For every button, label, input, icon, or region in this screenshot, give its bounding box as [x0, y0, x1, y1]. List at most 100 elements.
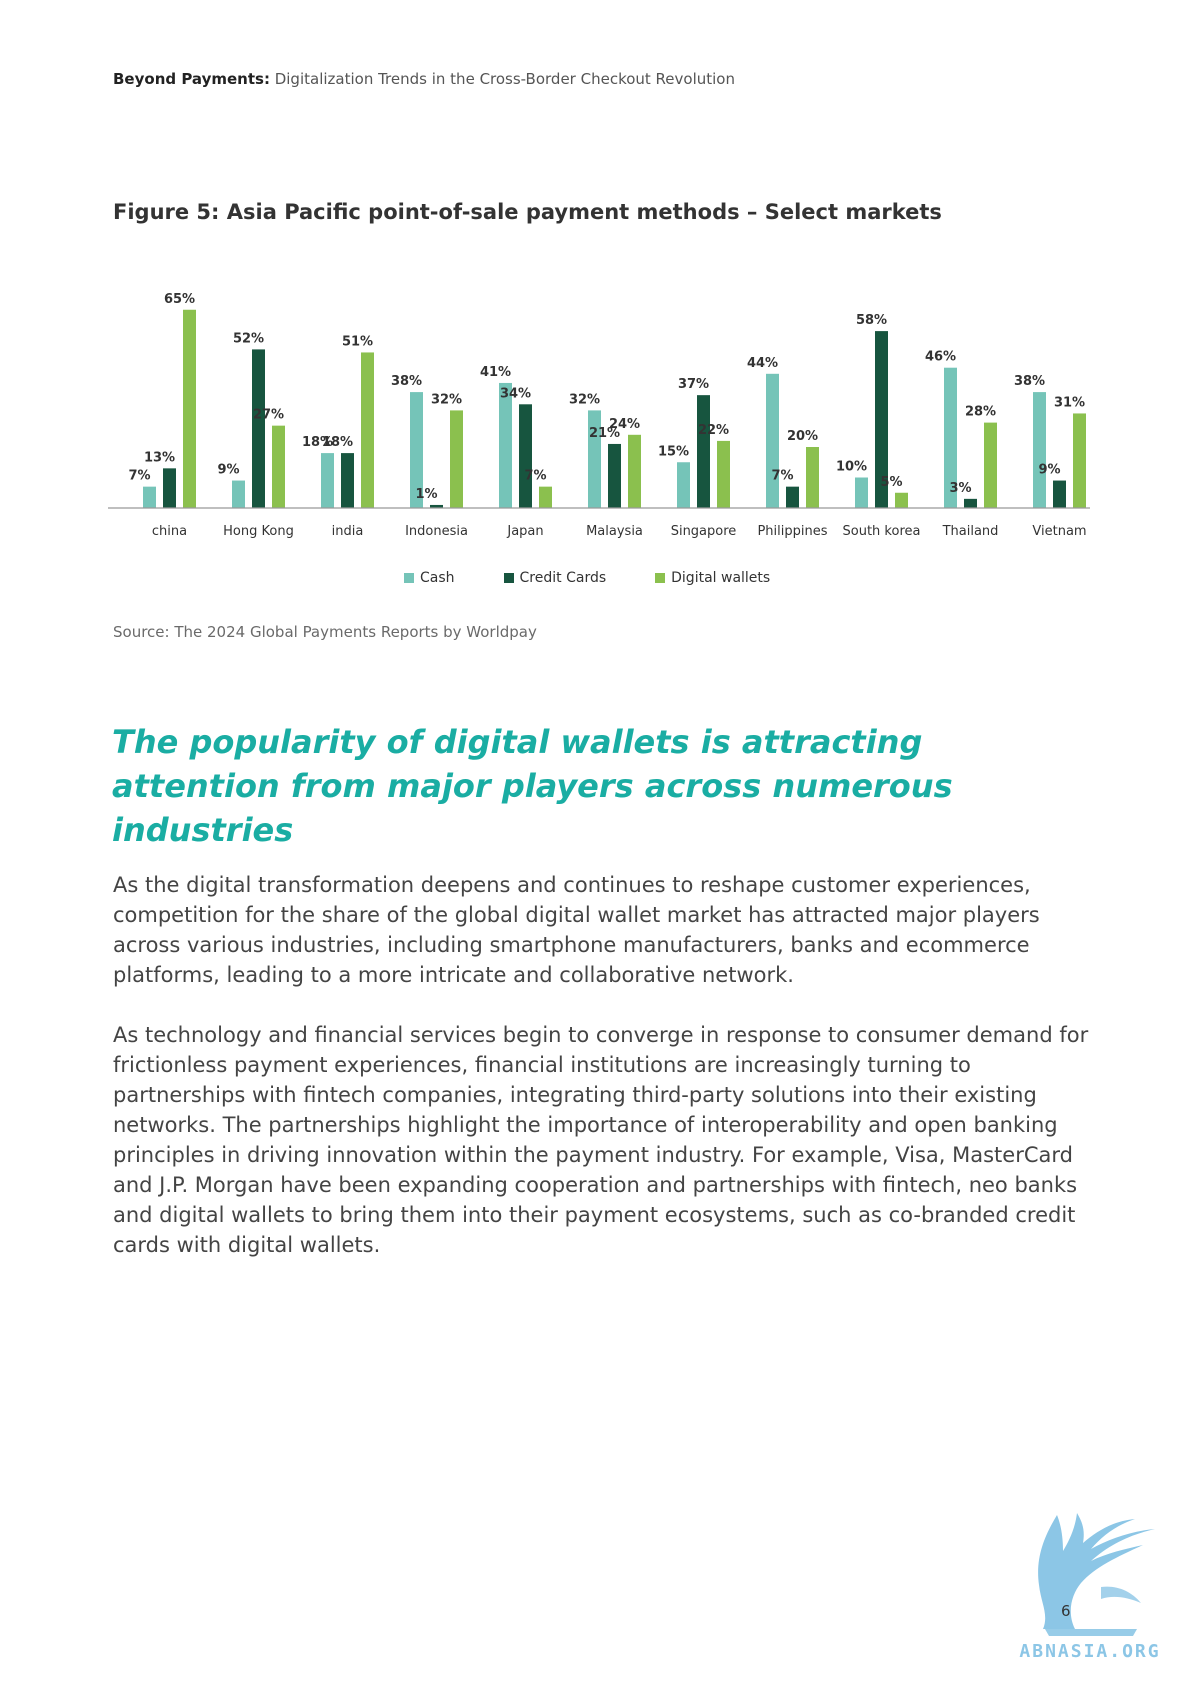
value-label-indonesia-cash: 38% — [391, 374, 422, 389]
category-label-vietnam: Vietnam — [1032, 524, 1086, 539]
bar-china-cash — [143, 486, 156, 508]
bar-china-digital-wallets — [183, 309, 196, 508]
value-label-hong-kong-cash: 9% — [217, 463, 239, 478]
category-label-malaysia: Malaysia — [586, 524, 643, 539]
legend-swatch-digital-wallets — [655, 573, 666, 583]
bar-japan-credit-cards — [519, 404, 532, 508]
bar-south-korea-digital-wallets — [895, 492, 908, 508]
value-label-indonesia-credit-cards: 1% — [415, 487, 437, 502]
bar-malaysia-digital-wallets — [628, 434, 641, 508]
bar-china-credit-cards — [163, 468, 176, 508]
value-label-japan-cash: 41% — [480, 365, 511, 380]
value-label-singapore-credit-cards: 37% — [678, 377, 709, 392]
value-label-south-korea-credit-cards: 58% — [856, 313, 887, 328]
value-label-thailand-credit-cards: 3% — [949, 481, 971, 496]
value-label-japan-digital-wallets: 7% — [524, 469, 546, 484]
bar-philippines-credit-cards — [786, 486, 799, 508]
svg-text:ABNASIA.ORG: ABNASIA.ORG — [1019, 1641, 1160, 1660]
bar-hong-kong-credit-cards — [252, 349, 265, 508]
section-headline: The popularity of digital wallets is att… — [112, 723, 953, 849]
value-label-philippines-digital-wallets: 20% — [787, 429, 818, 444]
value-label-indonesia-digital-wallets: 32% — [431, 392, 462, 407]
category-label-indonesia: Indonesia — [405, 524, 468, 539]
body-paragraph-2: As technology and financial services beg… — [113, 1023, 1089, 1257]
bar-philippines-digital-wallets — [806, 447, 819, 508]
bar-south-korea-cash — [855, 477, 868, 508]
category-label-south-korea: South korea — [843, 524, 921, 539]
category-label-india: india — [332, 524, 364, 539]
bar-malaysia-cash — [588, 410, 601, 508]
category-labels-group: china Hong Kong india Indonesia Japan Malaysi… — [152, 524, 1087, 539]
figure-title: Figure 5: Asia Pacific point-of-sale pay… — [113, 200, 942, 224]
bar-japan-cash — [499, 382, 512, 508]
value-label-singapore-cash: 15% — [658, 444, 689, 459]
bar-malaysia-credit-cards — [608, 443, 621, 508]
legend-swatch-cash — [404, 573, 414, 583]
category-label-thailand: Thailand — [942, 524, 999, 539]
legend-item-cash: Cash — [404, 570, 455, 586]
chart-legend: Cash Credit Cards Digital wallets — [404, 570, 819, 586]
bar-india-digital-wallets — [361, 352, 374, 508]
bar-vietnam-digital-wallets — [1073, 413, 1086, 508]
bar-south-korea-credit-cards — [875, 331, 888, 508]
legend-label-cash: Cash — [420, 570, 455, 586]
value-label-south-korea-digital-wallets: 5% — [880, 475, 902, 490]
value-label-thailand-digital-wallets: 28% — [965, 405, 996, 420]
bar-hong-kong-cash — [232, 480, 245, 508]
category-label-china: china — [152, 524, 187, 539]
value-label-singapore-digital-wallets: 22% — [698, 423, 729, 438]
category-label-japan: Japan — [506, 524, 543, 539]
bar-chart: 7% 13% 65% 9% 52% 27% 18%18% 51% 38% 1% 32% 41% 34% 7… — [108, 292, 1090, 539]
value-label-hong-kong-credit-cards: 52% — [233, 331, 264, 346]
header-bold: Beyond Payments: — [113, 70, 270, 88]
value-label-south-korea-cash: 10% — [836, 460, 867, 475]
value-label-vietnam-credit-cards: 9% — [1038, 463, 1060, 478]
bar-vietnam-cash — [1033, 392, 1046, 508]
legend-swatch-credit-cards — [503, 573, 514, 583]
body-paragraph-1: As the digital transformation deepens an… — [113, 873, 1040, 987]
value-label-thailand-cash: 46% — [925, 350, 956, 365]
value-label-malaysia-credit-cards: 21% — [589, 426, 620, 441]
category-label-hong-kong: Hong Kong — [223, 524, 294, 539]
legend-item-credit-cards: Credit Cards — [503, 570, 607, 586]
bar-vietnam-credit-cards — [1053, 480, 1066, 508]
chart-source: Source: The 2024 Global Payments Reports… — [113, 623, 537, 641]
bar-hong-kong-digital-wallets — [272, 425, 285, 508]
value-label-philippines-credit-cards: 7% — [771, 469, 793, 484]
legend-item-digital-wallets: Digital wallets — [655, 570, 770, 586]
category-label-philippines: Philippines — [757, 524, 827, 539]
value-label-malaysia-cash: 32% — [569, 392, 600, 407]
bar-thailand-cash — [944, 367, 957, 508]
bar-singapore-cash — [677, 462, 690, 508]
value-label-india-digital-wallets: 51% — [342, 334, 373, 349]
abnasia-watermark-logo: ABNASIA.ORG — [1019, 1513, 1160, 1660]
legend-label-credit-cards: Credit Cards — [519, 570, 607, 586]
bar-india-cash — [321, 453, 334, 508]
bar-indonesia-credit-cards — [430, 504, 443, 508]
bar-singapore-digital-wallets — [717, 440, 730, 508]
bar-indonesia-digital-wallets — [450, 410, 463, 508]
value-label-hong-kong-digital-wallets: 27% — [253, 408, 284, 423]
value-label-malaysia-digital-wallets: 24% — [609, 417, 640, 432]
bars-group — [143, 309, 1086, 508]
legend-label-digital-wallets: Digital wallets — [671, 570, 771, 586]
value-label-philippines-cash: 44% — [747, 356, 778, 371]
value-label-india-credit-cards: 18% — [322, 435, 353, 450]
value-label-vietnam-cash: 38% — [1014, 374, 1045, 389]
value-label-china-credit-cards: 13% — [144, 450, 175, 465]
bar-philippines-cash — [766, 373, 779, 508]
page-number: 6 — [1061, 1602, 1071, 1620]
page-header: Beyond Payments: Digitalization Trends i… — [113, 70, 735, 88]
category-label-singapore: Singapore — [671, 524, 737, 539]
bar-thailand-credit-cards — [964, 498, 977, 508]
value-label-vietnam-digital-wallets: 31% — [1054, 395, 1085, 410]
bar-singapore-credit-cards — [697, 395, 710, 508]
bar-india-credit-cards — [341, 453, 354, 508]
header-rest: Digitalization Trends in the Cross-Borde… — [274, 70, 735, 88]
bar-japan-digital-wallets — [539, 486, 552, 508]
value-label-china-digital-wallets: 65% — [164, 292, 195, 307]
bar-thailand-digital-wallets — [984, 422, 997, 508]
bar-indonesia-cash — [410, 392, 423, 508]
value-labels-group: 7% 13% 65% 9% 52% 27% 18%18% 51% 38% 1% 32% 41% 34% 7… — [128, 292, 1085, 502]
value-label-india-cash: 18% — [302, 435, 333, 450]
